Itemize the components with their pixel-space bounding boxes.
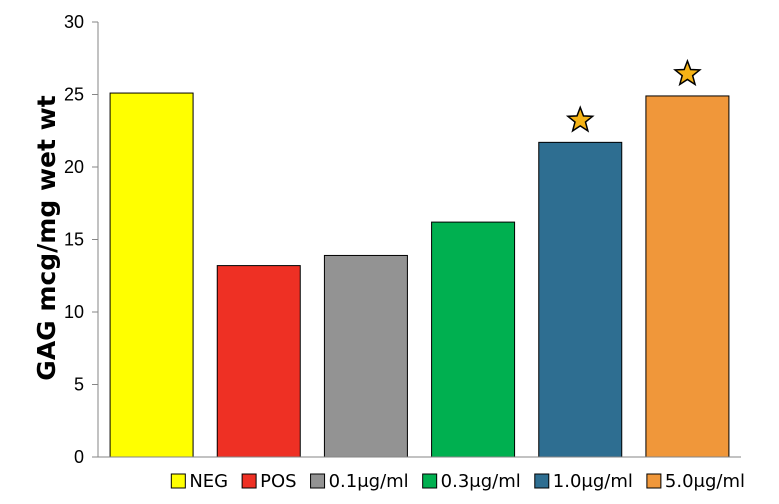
legend-label: POS	[260, 471, 296, 492]
legend-label: 1.0μg/ml	[553, 471, 633, 492]
legend-label: 5.0μg/ml	[665, 471, 745, 492]
y-tick-label: 10	[64, 302, 84, 322]
y-tick-label: 5	[74, 375, 84, 395]
legend-label: 0.3μg/ml	[441, 471, 521, 492]
legend-swatch	[170, 473, 186, 489]
legend-item: POS	[241, 471, 297, 492]
y-axis-title-group: GAG mcg/mg wet wt	[32, 95, 61, 380]
legend: NEG POS 0.1μg/ml 0.3μg/ml 1.0μg/ml 5.0μg/ml	[170, 471, 745, 492]
legend-item: 1.0μg/ml	[534, 471, 633, 492]
y-tick-label: 15	[64, 230, 84, 250]
y-axis-title: GAG mcg/mg wet wt	[32, 95, 61, 380]
significance-markers	[565, 58, 702, 133]
star-icon	[673, 58, 702, 87]
legend-label: 0.1μg/ml	[329, 471, 409, 492]
y-tick-label: 20	[64, 157, 84, 177]
legend-swatch	[241, 473, 257, 489]
y-axis-ticks: 0 5 10 15 20 25 30	[64, 12, 98, 467]
legend-swatch	[310, 473, 326, 489]
legend-label: NEG	[189, 471, 228, 492]
bar-neg	[109, 92, 194, 458]
bar-1-0-g-ml	[538, 141, 623, 458]
legend-swatch	[534, 473, 550, 489]
legend-item: 5.0μg/ml	[646, 471, 745, 492]
y-tick-label: 25	[64, 85, 84, 105]
axes	[97, 22, 741, 458]
legend-item: NEG	[170, 471, 228, 492]
bar-0-1-g-ml	[323, 254, 408, 458]
star-icon	[565, 105, 595, 133]
legend-item: 0.1μg/ml	[310, 471, 409, 492]
bar-pos	[216, 265, 301, 458]
bars	[109, 92, 730, 458]
y-tick-label: 0	[74, 447, 84, 467]
legend-swatch	[646, 473, 662, 489]
bar-5-0-g-ml	[645, 95, 730, 458]
bar-0-3-g-ml	[431, 221, 516, 458]
y-tick-label: 30	[64, 12, 84, 32]
legend-item: 0.3μg/ml	[422, 471, 521, 492]
legend-swatch	[422, 473, 438, 489]
